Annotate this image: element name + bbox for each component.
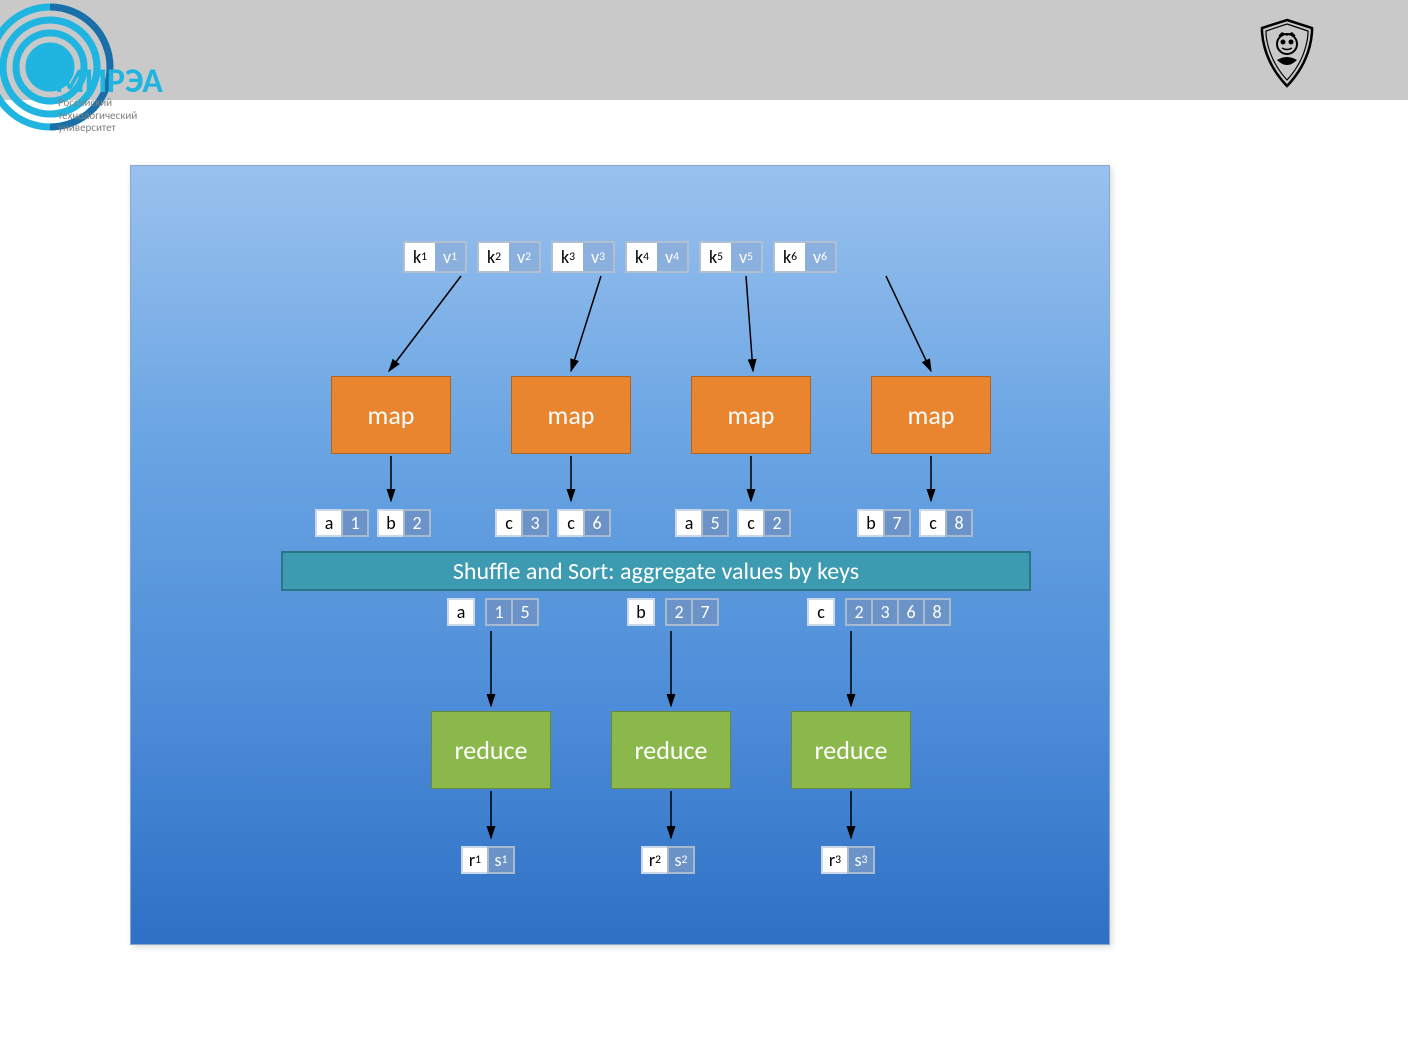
result-pair: r1s1 xyxy=(461,846,515,874)
result-key: r1 xyxy=(461,846,489,874)
input-kv-pair: k5v5 xyxy=(699,241,763,273)
reduce-box: reduce xyxy=(431,711,551,789)
kv-val: v6 xyxy=(805,243,835,271)
sorted-group: c2368 xyxy=(807,598,951,626)
output-pair: b7 xyxy=(857,509,911,537)
sorted-val-list: 15 xyxy=(485,598,539,626)
output-pair: a5 xyxy=(675,509,729,537)
sorted-val-list: 2368 xyxy=(845,598,951,626)
result-key: r2 xyxy=(641,846,669,874)
shuffle-sort-bar: Shuffle and Sort: aggregate values by ke… xyxy=(281,551,1031,591)
reduce-box: reduce xyxy=(791,711,911,789)
sorted-group: a15 xyxy=(447,598,539,626)
kv-val: v3 xyxy=(583,243,613,271)
map-box: map xyxy=(511,376,631,454)
sorted-val: 6 xyxy=(897,598,925,626)
output-pair: b2 xyxy=(377,509,431,537)
input-kv-pair: k6v6 xyxy=(773,241,837,273)
sorted-val-list: 27 xyxy=(665,598,719,626)
sorted-group: b27 xyxy=(627,598,719,626)
kv-key: k2 xyxy=(479,243,509,271)
shuffle-label: Shuffle and Sort: aggregate values by ke… xyxy=(453,557,859,586)
pair-key: c xyxy=(557,509,585,537)
map-output-group: a5c2 xyxy=(675,509,791,537)
result-pair: r2s2 xyxy=(641,846,695,874)
map-box: map xyxy=(691,376,811,454)
pair-val: 8 xyxy=(945,509,973,537)
shield-icon xyxy=(1256,18,1318,90)
pair-key: a xyxy=(315,509,343,537)
output-pair: c3 xyxy=(495,509,549,537)
output-pair: a1 xyxy=(315,509,369,537)
sorted-val: 5 xyxy=(511,598,539,626)
map-output-group: b7c8 xyxy=(857,509,973,537)
logo-sub-1: Российский xyxy=(58,97,137,110)
kv-key: k5 xyxy=(701,243,731,271)
map-output-group: a1b2 xyxy=(315,509,431,537)
sorted-val: 3 xyxy=(871,598,899,626)
pair-key: c xyxy=(919,509,947,537)
result-val: s1 xyxy=(487,846,515,874)
sorted-key: c xyxy=(807,598,835,626)
result-pair: r3s3 xyxy=(821,846,875,874)
arrow xyxy=(886,276,931,371)
pair-key: c xyxy=(737,509,765,537)
sorted-val: 7 xyxy=(691,598,719,626)
reduce-box: reduce xyxy=(611,711,731,789)
kv-key: k3 xyxy=(553,243,583,271)
arrow xyxy=(746,276,753,371)
pair-key: c xyxy=(495,509,523,537)
diagram-frame: k1v1k2v2k3v3k4v4k5v5k6v6 mapmapmapmap a1… xyxy=(130,165,1110,945)
arrow xyxy=(571,276,601,371)
input-kv-pair: k3v3 xyxy=(551,241,615,273)
pair-key: a xyxy=(675,509,703,537)
pair-key: b xyxy=(857,509,885,537)
result-val: s2 xyxy=(667,846,695,874)
input-kv-pair: k2v2 xyxy=(477,241,541,273)
kv-key: k1 xyxy=(405,243,435,271)
kv-val: v4 xyxy=(657,243,687,271)
header-bar xyxy=(0,0,1408,100)
output-pair: c6 xyxy=(557,509,611,537)
result-key: r3 xyxy=(821,846,849,874)
input-kv-pair: k1v1 xyxy=(403,241,467,273)
pair-val: 1 xyxy=(341,509,369,537)
kv-val: v5 xyxy=(731,243,761,271)
kv-key: k6 xyxy=(775,243,805,271)
pair-val: 3 xyxy=(521,509,549,537)
result-val: s3 xyxy=(847,846,875,874)
pair-val: 6 xyxy=(583,509,611,537)
arrow xyxy=(389,276,461,371)
pair-val: 2 xyxy=(763,509,791,537)
logo-subtitle: Российский технологический университет xyxy=(58,97,137,135)
map-box: map xyxy=(871,376,991,454)
map-output-group: c3c6 xyxy=(495,509,611,537)
kv-val: v1 xyxy=(435,243,465,271)
output-pair: c8 xyxy=(919,509,973,537)
sorted-val: 2 xyxy=(845,598,873,626)
pair-val: 5 xyxy=(701,509,729,537)
input-kv-pair: k4v4 xyxy=(625,241,689,273)
pair-val: 2 xyxy=(403,509,431,537)
sorted-key: a xyxy=(447,598,475,626)
map-box: map xyxy=(331,376,451,454)
output-pair: c2 xyxy=(737,509,791,537)
kv-key: k4 xyxy=(627,243,657,271)
kv-val: v2 xyxy=(509,243,539,271)
pair-key: b xyxy=(377,509,405,537)
pair-val: 7 xyxy=(883,509,911,537)
sorted-val: 1 xyxy=(485,598,513,626)
sorted-key: b xyxy=(627,598,655,626)
input-kv-row: k1v1 k2v2 k3v3 k4v4 k5v5 k6v6 xyxy=(131,241,1109,273)
logo-sub-3: университет xyxy=(58,122,137,135)
sorted-val: 2 xyxy=(665,598,693,626)
sorted-val: 8 xyxy=(923,598,951,626)
